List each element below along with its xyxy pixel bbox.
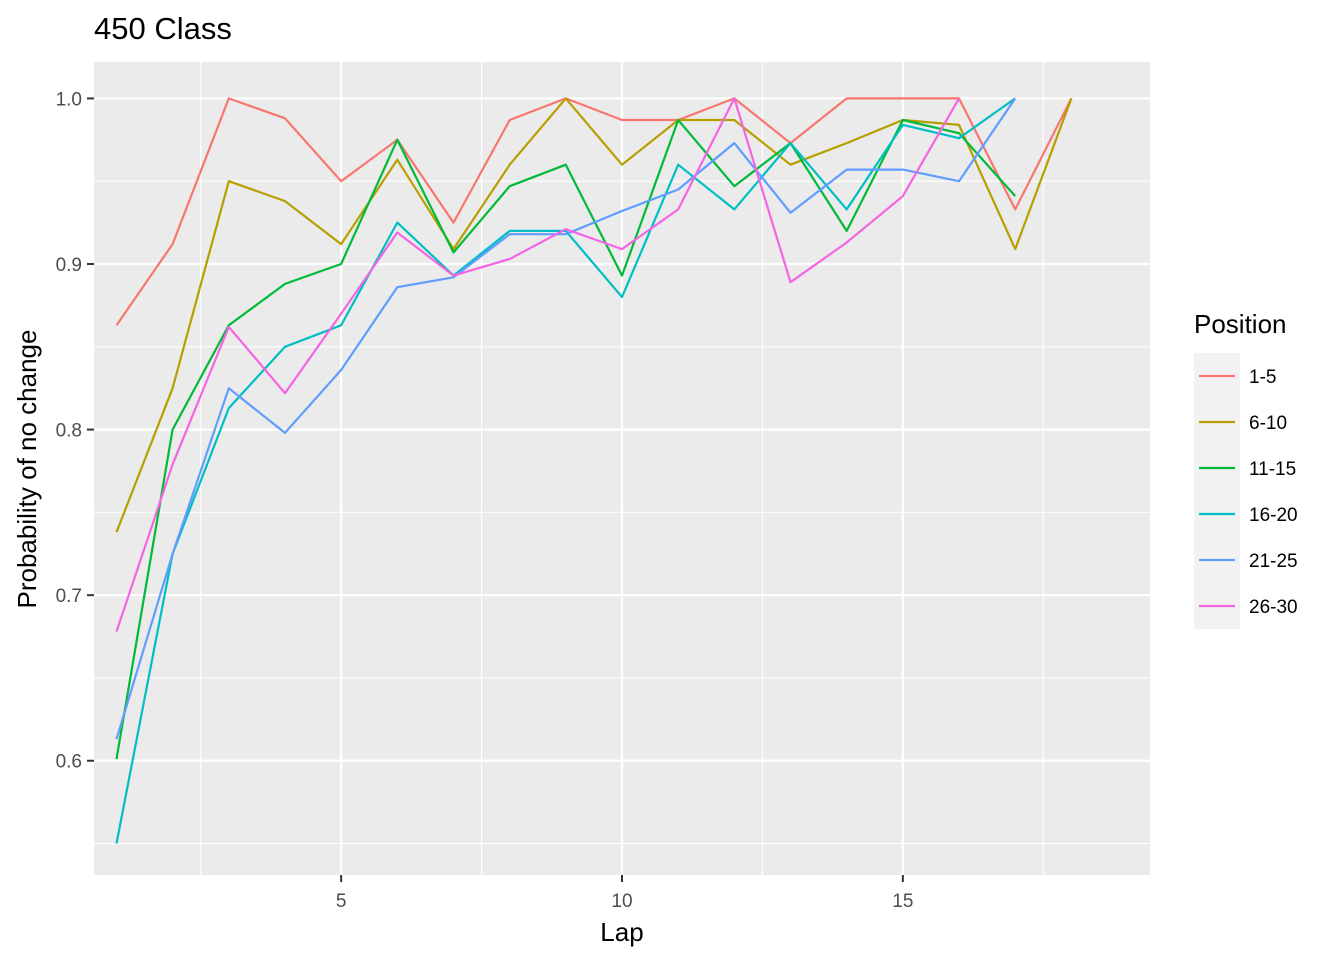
x-tick-label: 5 [336,891,347,912]
legend-items: 1-5 6-10 11-15 16-20 21-25 26-30 [1194,353,1298,629]
legend-label-16-20: 16-20 [1249,505,1298,526]
legend-label-1-5: 1-5 [1249,367,1276,388]
series-line-11-15 [115,118,1017,760]
legend-key-background [1194,353,1240,629]
series-line-6-10 [115,97,1073,533]
series-line-16-20 [115,97,1016,844]
legend-label-11-15: 11-15 [1249,459,1296,480]
series-lines [115,97,1073,844]
legend-label-26-30: 26-30 [1249,597,1298,618]
x-tick-label: 15 [892,891,913,912]
x-tick-label: 10 [611,891,632,912]
major-gridlines [94,62,1150,875]
x-axis: 5 10 15 [336,875,913,912]
y-tick-label: 0.6 [56,752,82,773]
legend: Position 1-5 6-10 11-15 16-20 21-25 26-30 [1194,309,1298,629]
series-line-1-5 [115,97,1073,326]
chart-title: 450 Class [94,11,232,46]
legend-label-21-25: 21-25 [1249,551,1298,572]
legend-title: Position [1194,309,1287,339]
y-tick-label: 0.8 [56,421,82,442]
series-line-21-25 [115,97,1017,740]
x-axis-label: Lap [600,917,643,947]
y-tick-label: 0.9 [56,255,82,276]
y-axis-label: Probability of no change [12,330,42,609]
y-axis: 0.6 0.7 0.8 0.9 1.0 [56,89,94,773]
series-line-26-30 [115,97,960,632]
y-tick-label: 0.7 [56,586,82,607]
legend-label-6-10: 6-10 [1249,413,1287,434]
y-tick-label: 1.0 [56,89,82,110]
